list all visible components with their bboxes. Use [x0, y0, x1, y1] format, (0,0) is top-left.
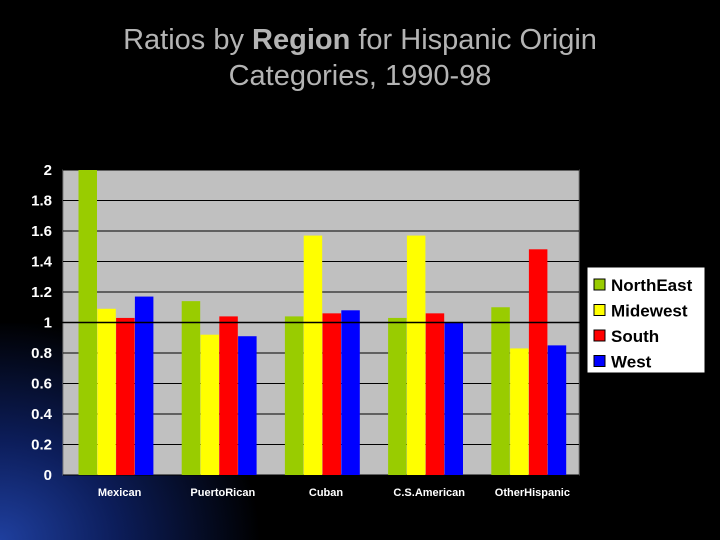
bar-west-mexican [134, 296, 154, 475]
y-tick-label: 0.6 [31, 376, 52, 393]
y-tick-label: 1.8 [31, 193, 52, 210]
x-tick-label: OtherHispanic [495, 487, 570, 499]
y-tick-label: 2 [44, 162, 52, 179]
bar-west-cuban [341, 310, 360, 475]
bar-midewest-csamerican [406, 235, 426, 475]
chart-title: Ratios by Region for Hispanic Origin Cat… [123, 24, 597, 92]
y-tick-label: 1.6 [31, 223, 52, 240]
bar-midewest-cuban [303, 235, 323, 475]
bar-midewest-otherhispanic [510, 348, 529, 475]
y-tick-label: 1.2 [31, 284, 52, 301]
bar-south-mexican [116, 317, 135, 475]
legend-label: West [611, 353, 652, 372]
y-tick-label: 0 [44, 467, 52, 484]
bar-west-otherhispanic [547, 345, 567, 475]
x-axis-ticks: Mexican PuertoRican Cuban C.S.American Other… [98, 487, 570, 499]
y-tick-label: 1.4 [31, 254, 53, 271]
bar-midewest-puertorican [200, 334, 219, 475]
legend-label: South [611, 327, 659, 346]
bar-south-csamerican [425, 313, 445, 475]
legend-swatch [593, 329, 606, 342]
bar-west-csamerican [444, 322, 463, 475]
y-axis-ticks: 0 0.2 0.4 0.6 0.8 1 1.2 1.4 1.6 1.8 2 [31, 162, 53, 484]
bar-northeast-csamerican [388, 317, 407, 475]
bar-south-otherhispanic [528, 249, 548, 475]
legend-box [586, 266, 706, 374]
bar-northeast-puertorican [181, 301, 201, 475]
bar-northeast-cuban [284, 316, 304, 475]
y-tick-label: 0.4 [31, 406, 53, 423]
x-tick-label: Mexican [98, 487, 142, 499]
x-tick-label: Cuban [309, 487, 344, 499]
y-tick-label: 0.2 [31, 437, 52, 454]
y-tick-label: 1 [44, 315, 52, 332]
y-tick-label: 0.8 [31, 345, 52, 362]
legend: NorthEast Midewest South West [586, 266, 706, 374]
legend-swatch [593, 278, 606, 291]
bar-northeast-otherhispanic [491, 307, 510, 475]
legend-swatch [593, 355, 606, 367]
x-tick-label: PuertoRican [190, 487, 255, 499]
bar-south-cuban [322, 313, 341, 475]
legend-swatch [593, 304, 606, 316]
bar-west-puertorican [238, 336, 257, 475]
x-tick-label: C.S.American [393, 487, 465, 499]
legend-label: Midewest [611, 302, 688, 321]
bar-south-puertorican [219, 316, 238, 475]
bar-midewest-mexican [97, 308, 116, 475]
legend-label: NorthEast [611, 276, 693, 295]
